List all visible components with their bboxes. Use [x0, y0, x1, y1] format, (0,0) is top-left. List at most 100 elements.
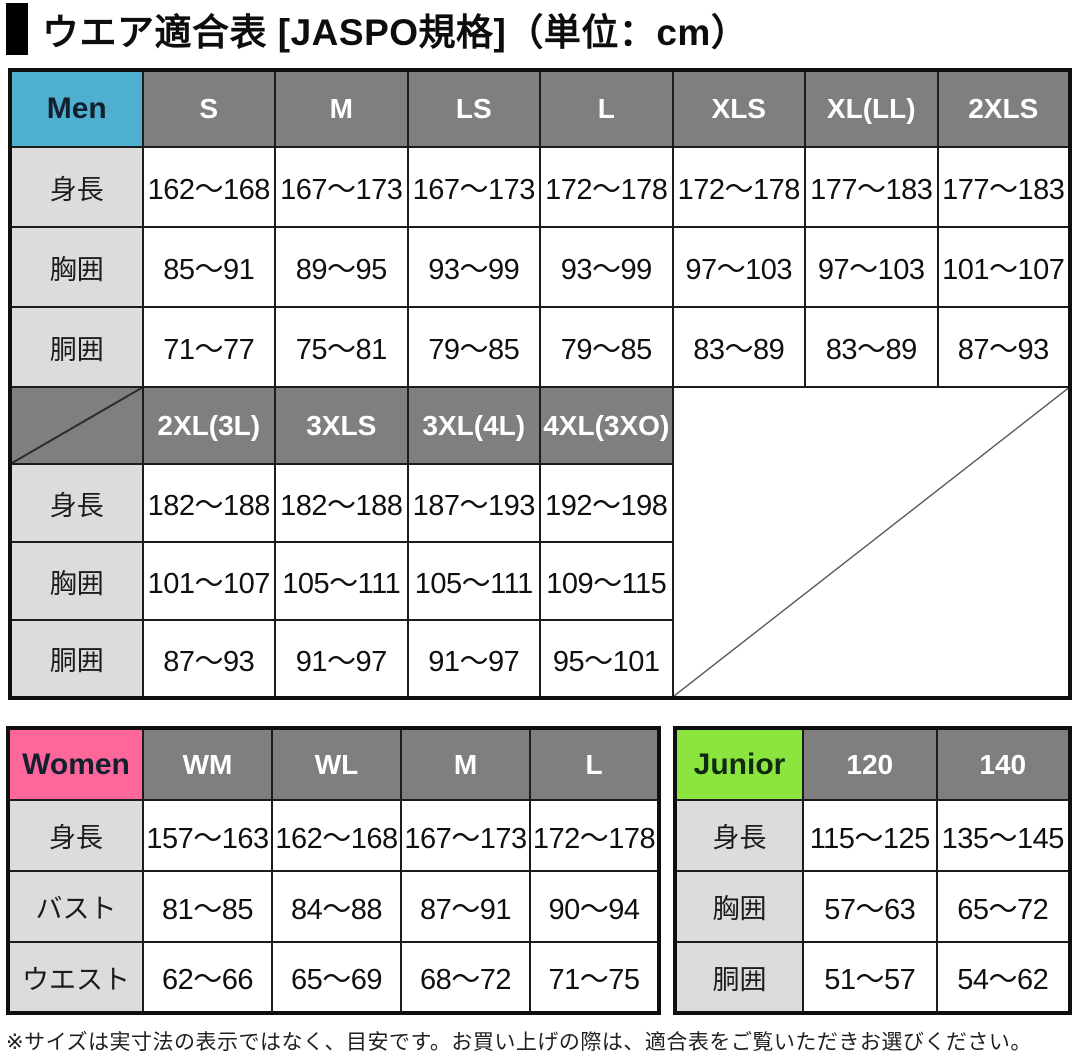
women-bust-cell: 81〜85 [142, 870, 273, 943]
junior-chest-cell: 57〜63 [802, 870, 938, 943]
women-height-row: 身長 157〜163 162〜168 167〜173 172〜178 [7, 799, 660, 872]
women-size-header: WM [142, 727, 273, 801]
men-height-cell: 172〜178 [539, 146, 674, 228]
row-label-height: 身長 [674, 799, 804, 872]
women-bust-cell: 84〜88 [271, 870, 402, 943]
women-waist-cell: 65〜69 [271, 941, 402, 1014]
men-size-header: S [141, 69, 276, 148]
junior-height-row: 身長 115〜125 135〜145 [674, 799, 1071, 872]
men-waist-cell: 91〜97 [274, 619, 409, 699]
empty-diagonal-region [671, 386, 1071, 699]
men-waist-cell: 83〜89 [804, 306, 939, 388]
men-size-header: 2XL(3L) [141, 386, 276, 465]
men-chest-cell: 101〜107 [936, 226, 1071, 308]
men-height-cell: 167〜173 [406, 146, 541, 228]
women-size-table: Women WM WL M L 身長 157〜163 162〜168 167〜1… [6, 726, 661, 1015]
women-bust-row: バスト 81〜85 84〜88 87〜91 90〜94 [7, 870, 660, 943]
men-chest-cell: 109〜115 [539, 541, 674, 621]
women-waist-row: ウエスト 62〜66 65〜69 68〜72 71〜75 [7, 941, 660, 1014]
junior-chest-row: 胸囲 57〜63 65〜72 [674, 870, 1071, 943]
junior-height-cell: 135〜145 [935, 799, 1071, 872]
men-waist-cell: 71〜77 [141, 306, 276, 388]
men-chest-cell: 89〜95 [274, 226, 409, 308]
row-label-chest: 胸囲 [9, 226, 144, 308]
row-label-height: 身長 [9, 146, 144, 228]
junior-waist-cell: 54〜62 [935, 941, 1071, 1014]
men-size-header: 3XLS [274, 386, 409, 465]
women-height-cell: 172〜178 [529, 799, 660, 872]
men-chest-cell: 101〜107 [141, 541, 276, 621]
men-waist-row-2: 胴囲 87〜93 91〜97 91〜97 95〜101 [9, 619, 1070, 699]
men-group-header: Men [9, 69, 144, 148]
women-waist-cell: 68〜72 [400, 941, 531, 1014]
men-size-header: 2XLS [936, 69, 1071, 148]
men-waist-cell: 95〜101 [539, 619, 674, 699]
diagonal-corner-cell [9, 386, 144, 465]
row-label-waist: 胴囲 [674, 941, 804, 1014]
page-title: ウエア適合表 [JASPO規格]（単位：cm） [42, 12, 749, 53]
men-height-row: 身長 162〜168 167〜173 167〜173 172〜178 172〜1… [9, 146, 1071, 228]
men-height-cell: 167〜173 [274, 146, 409, 228]
men-size-header: 3XL(4L) [406, 386, 541, 465]
men-height-cell: 177〜183 [936, 146, 1071, 228]
row-label-chest: 胸囲 [674, 870, 804, 943]
men-size-header: XLS [671, 69, 806, 148]
junior-group-header: Junior [674, 727, 804, 801]
title-row: ウエア適合表 [JASPO規格]（単位：cm） [6, 2, 748, 56]
junior-size-header: 120 [802, 727, 938, 801]
women-bust-cell: 90〜94 [529, 870, 660, 943]
men-height-cell: 182〜188 [141, 463, 276, 543]
women-height-cell: 162〜168 [271, 799, 402, 872]
men-chest-cell: 105〜111 [274, 541, 409, 621]
men-height-cell: 182〜188 [274, 463, 409, 543]
men-chest-cell: 85〜91 [141, 226, 276, 308]
junior-waist-cell: 51〜57 [802, 941, 938, 1014]
women-waist-cell: 62〜66 [142, 941, 273, 1014]
women-group-header: Women [7, 727, 144, 801]
men-waist-row: 胴囲 71〜77 75〜81 79〜85 79〜85 83〜89 83〜89 8… [9, 306, 1071, 388]
junior-chest-cell: 65〜72 [935, 870, 1071, 943]
diagonal-line [674, 388, 1069, 696]
men-waist-cell: 75〜81 [274, 306, 409, 388]
row-label-height: 身長 [7, 799, 144, 872]
junior-waist-row: 胴囲 51〜57 54〜62 [674, 941, 1071, 1014]
men-height-cell: 172〜178 [671, 146, 806, 228]
women-height-cell: 157〜163 [142, 799, 273, 872]
women-bust-cell: 87〜91 [400, 870, 531, 943]
men-chest-cell: 97〜103 [671, 226, 806, 308]
title-accent-bar [6, 3, 28, 55]
row-label-waist: 胴囲 [9, 306, 144, 388]
men-chest-row: 胸囲 85〜91 89〜95 93〜99 93〜99 97〜103 97〜103… [9, 226, 1071, 308]
men-chest-cell: 93〜99 [406, 226, 541, 308]
men-chest-row-2: 胸囲 101〜107 105〜111 105〜111 109〜115 [9, 541, 1070, 621]
men-size-header: M [274, 69, 409, 148]
row-label-height: 身長 [9, 463, 144, 543]
women-waist-cell: 71〜75 [529, 941, 660, 1014]
men-waist-cell: 91〜97 [406, 619, 541, 699]
men-chest-cell: 105〜111 [406, 541, 541, 621]
junior-size-table: Junior 120 140 身長 115〜125 135〜145 胸囲 57〜… [673, 726, 1072, 1015]
men-waist-cell: 79〜85 [406, 306, 541, 388]
row-label-chest: 胸囲 [9, 541, 144, 621]
men-height-row-2: 身長 182〜188 182〜188 187〜193 192〜198 [9, 463, 1070, 543]
men-size-header: XL(LL) [804, 69, 939, 148]
men-size-header: 4XL(3XO) [539, 386, 674, 465]
men-waist-cell: 87〜93 [936, 306, 1071, 388]
women-height-cell: 167〜173 [400, 799, 531, 872]
men-height-cell: 187〜193 [406, 463, 541, 543]
men-height-cell: 177〜183 [804, 146, 939, 228]
men-waist-cell: 87〜93 [141, 619, 276, 699]
men-waist-cell: 79〜85 [539, 306, 674, 388]
men-size-header: LS [406, 69, 541, 148]
men-chest-cell: 97〜103 [804, 226, 939, 308]
diagonal-line [12, 388, 142, 463]
men-height-cell: 162〜168 [141, 146, 276, 228]
men-waist-cell: 83〜89 [671, 306, 806, 388]
men-height-cell: 192〜198 [539, 463, 674, 543]
row-label-waist: ウエスト [7, 941, 144, 1014]
footnote: ※サイズは実寸法の表示ではなく、目安です。お買い上げの際は、適合表をご覧いただき… [6, 1031, 1032, 1054]
men-size-table: Men S M LS L XLS XL(LL) 2XLS 身長 162〜168 … [8, 68, 1072, 700]
women-size-header: WL [271, 727, 402, 801]
junior-height-cell: 115〜125 [802, 799, 938, 872]
women-size-header: M [400, 727, 531, 801]
